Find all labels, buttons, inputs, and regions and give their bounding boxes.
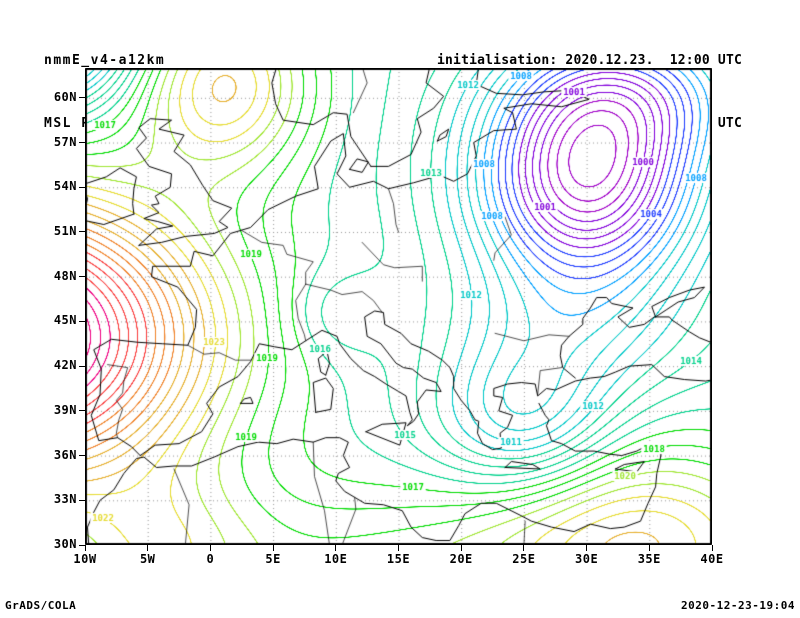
lat-tick [79,320,85,322]
lat-tick [79,410,85,412]
lon-tick-label: 20E [449,552,473,566]
lat-tick [79,97,85,99]
lon-tick [84,545,86,551]
pressure-contour-canvas [85,68,712,545]
lon-tick-label: 5W [139,552,156,566]
lat-tick-label: 33N [53,492,77,507]
lat-tick [79,142,85,144]
lat-tick [79,365,85,367]
lat-tick [79,499,85,501]
lon-tick [209,545,211,551]
lon-tick [398,545,399,551]
lon-tick-label: 30E [575,552,599,566]
lat-tick [79,231,85,233]
lat-tick-label: 51N [53,223,77,238]
map-plot-area: 10W 5W 0 5E 10E 15E 20E 25E 30E 35E 40E 30N 33N 36N 39… [54,68,723,566]
lat-tick-label: 36N [53,447,77,462]
lat-tick-label: 60N [53,89,77,104]
lat-tick-label: 39N [53,402,77,417]
lat-tick-label: 48N [53,268,77,283]
lat-tick-label: 57N [53,134,77,149]
lat-tick [79,276,85,278]
lon-tick-label: 0 [206,552,215,566]
lon-tick [460,545,462,551]
model-name: nmmE_v4-a12km [44,53,166,68]
lon-tick [272,545,274,551]
lon-tick [586,545,588,551]
lat-tick-label: 30N [53,537,77,551]
lon-tick [648,545,650,551]
lat-tick [79,544,85,546]
lon-tick-label: 35E [637,552,661,566]
lon-tick [523,545,525,551]
lat-tick-label: 54N [53,179,77,194]
lon-tick [711,545,713,551]
lon-tick [147,545,149,551]
grads-credit: GrADS/COLA [5,599,77,612]
init-time-label: initialisation: 2020.12.23. 12:00 UTC [436,53,742,68]
lon-tick-label: 40E [700,552,724,566]
lon-tick-label: 25E [512,552,536,566]
lon-tick [335,545,337,551]
lat-tick [79,455,85,457]
lon-tick-label: 15E [386,552,411,566]
lon-tick-label: 10E [324,552,348,566]
lat-tick [79,186,85,188]
lat-tick-label: 45N [53,313,77,328]
creation-timestamp: 2020-12-23-19:04 [681,599,795,612]
lon-tick-label: 10W [73,552,97,566]
lon-tick-label: 5E [265,552,281,566]
lat-tick-label: 42N [53,358,77,373]
